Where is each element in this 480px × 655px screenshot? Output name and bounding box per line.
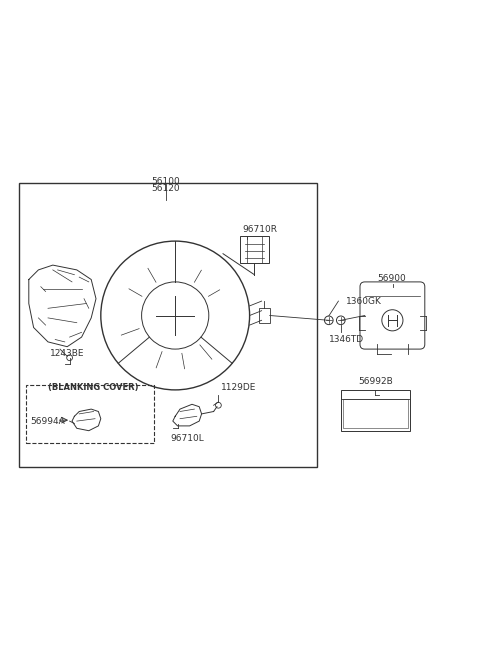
Text: 96710R: 96710R <box>242 225 277 234</box>
Bar <box>240 236 269 263</box>
Text: (BLANKING COVER): (BLANKING COVER) <box>48 383 139 392</box>
Text: 56120: 56120 <box>151 184 180 193</box>
Text: 96710L: 96710L <box>170 434 204 443</box>
Text: 1360GK: 1360GK <box>346 297 382 306</box>
Bar <box>26 385 154 443</box>
Text: 56992B: 56992B <box>358 377 393 386</box>
Bar <box>259 309 270 323</box>
Text: 56100: 56100 <box>151 177 180 186</box>
Bar <box>19 183 317 467</box>
Bar <box>341 390 410 431</box>
Bar <box>343 398 408 428</box>
Text: 1243BE: 1243BE <box>50 349 85 358</box>
Text: 56994A: 56994A <box>30 417 65 426</box>
Text: 1129DE: 1129DE <box>221 383 256 392</box>
Text: 56900: 56900 <box>377 274 406 284</box>
Text: 1346TD: 1346TD <box>329 335 364 344</box>
